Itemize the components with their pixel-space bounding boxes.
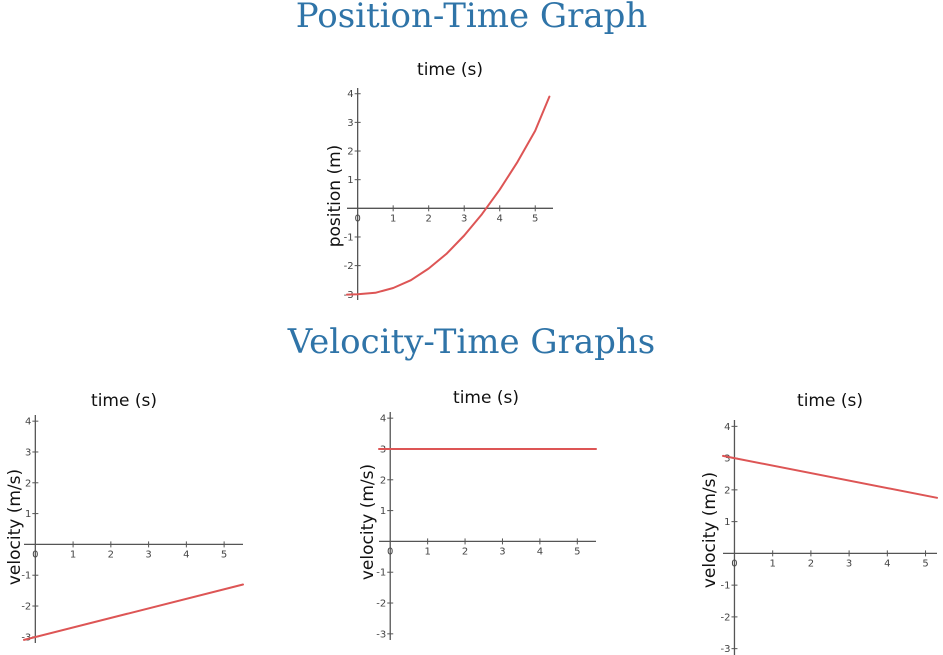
x-tick-label: 0 bbox=[354, 213, 360, 224]
position-time-heading: Position-Time Graph bbox=[295, 0, 648, 36]
x-tick-label: 3 bbox=[499, 546, 505, 557]
x-tick-label: 4 bbox=[183, 549, 189, 560]
x-tick-label: 2 bbox=[108, 549, 114, 560]
y-tick-label: -1 bbox=[344, 232, 354, 243]
x-tick-label: 5 bbox=[922, 558, 928, 569]
x-tick-label: 4 bbox=[884, 558, 890, 569]
x-tick-label: 5 bbox=[574, 546, 580, 557]
y-axis-title: velocity (m/s) bbox=[700, 472, 720, 588]
velocity-time-heading: Velocity-Time Graphs bbox=[287, 322, 656, 362]
x-tick-label: 5 bbox=[532, 213, 538, 224]
y-tick-label: 4 bbox=[347, 89, 353, 100]
y-tick-label: -2 bbox=[344, 261, 354, 272]
y-tick-label: -3 bbox=[21, 632, 31, 643]
y-tick-label: 2 bbox=[380, 475, 386, 486]
series-line bbox=[346, 95, 551, 296]
x-axis-title: time (s) bbox=[417, 60, 483, 80]
x-tick-label: 3 bbox=[846, 558, 852, 569]
y-tick-label: 2 bbox=[25, 478, 31, 489]
y-tick-label: 3 bbox=[724, 454, 730, 465]
y-tick-label: -2 bbox=[21, 602, 31, 613]
x-tick-label: 0 bbox=[731, 558, 737, 569]
y-tick-label: -1 bbox=[720, 581, 730, 592]
y-axis-title: position (m) bbox=[325, 145, 345, 248]
y-tick-label: -3 bbox=[720, 644, 730, 655]
y-tick-label: 1 bbox=[724, 517, 730, 528]
y-tick-label: 3 bbox=[347, 118, 353, 129]
x-tick-label: 4 bbox=[537, 546, 543, 557]
y-tick-label: -2 bbox=[720, 612, 730, 623]
y-tick-label: 4 bbox=[25, 417, 31, 428]
series-line bbox=[722, 454, 938, 499]
x-tick-label: 0 bbox=[387, 546, 393, 557]
x-tick-label: 1 bbox=[390, 213, 396, 224]
y-tick-label: 1 bbox=[380, 506, 386, 517]
x-tick-label: 1 bbox=[769, 558, 775, 569]
y-tick-label: 1 bbox=[347, 175, 353, 186]
y-tick-label: -1 bbox=[21, 571, 31, 582]
x-tick-label: 1 bbox=[70, 549, 76, 560]
velocity-time-chart-decreasing: 0 1 2 3 4 5 -3 -2 -1 1 2 3 4 time (s) velocity (m/s) bbox=[700, 391, 938, 655]
velocity-time-chart-increasing: 0 1 2 3 4 5 -3 -2 -1 1 2 3 4 time (s) velocity (m/s) bbox=[5, 391, 244, 643]
x-tick-label: 2 bbox=[462, 546, 468, 557]
y-tick-label: 2 bbox=[347, 147, 353, 158]
x-tick-label: 4 bbox=[497, 213, 503, 224]
x-axis-title: time (s) bbox=[797, 391, 863, 411]
y-tick-label: 1 bbox=[25, 509, 31, 520]
x-tick-label: 5 bbox=[221, 549, 227, 560]
x-tick-label: 2 bbox=[808, 558, 814, 569]
series-line bbox=[23, 583, 244, 641]
x-tick-label: 3 bbox=[461, 213, 467, 224]
x-tick-label: 2 bbox=[426, 213, 432, 224]
x-axis-title: time (s) bbox=[453, 388, 519, 408]
y-tick-label: 3 bbox=[25, 447, 31, 458]
x-axis-title: time (s) bbox=[91, 391, 157, 411]
y-axis-title: velocity (m/s) bbox=[5, 469, 25, 585]
x-tick-label: 3 bbox=[145, 549, 151, 560]
y-tick-label: -2 bbox=[376, 599, 386, 610]
x-tick-label: 1 bbox=[424, 546, 430, 557]
x-tick-label: 0 bbox=[32, 549, 38, 560]
y-tick-label: 2 bbox=[724, 485, 730, 496]
y-tick-label: -3 bbox=[376, 629, 386, 640]
y-tick-label: 4 bbox=[724, 422, 730, 433]
y-tick-label: 4 bbox=[380, 414, 386, 425]
y-axis-title: velocity (m/s) bbox=[358, 464, 378, 580]
y-tick-label: -1 bbox=[376, 568, 386, 579]
